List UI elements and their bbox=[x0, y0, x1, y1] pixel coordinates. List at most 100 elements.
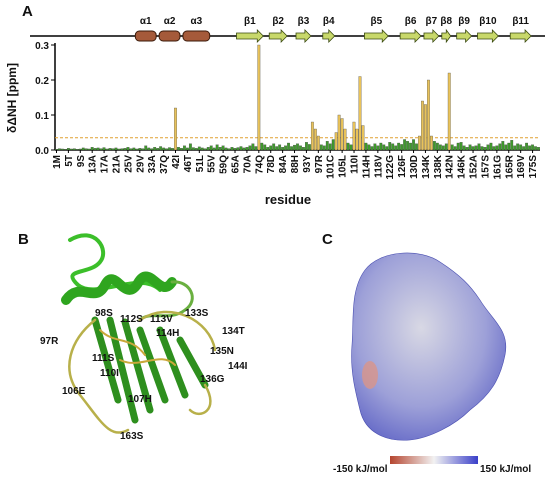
bar bbox=[519, 144, 523, 151]
x-tick-label: 84A bbox=[278, 155, 289, 173]
bar bbox=[251, 143, 255, 151]
bar bbox=[132, 147, 136, 151]
bar bbox=[474, 145, 478, 151]
bar bbox=[248, 145, 252, 151]
bar bbox=[459, 142, 463, 151]
bar bbox=[266, 147, 270, 151]
bar bbox=[534, 146, 537, 151]
bar bbox=[263, 144, 267, 151]
strand bbox=[423, 29, 440, 43]
x-tick-label: 130D bbox=[409, 155, 420, 179]
bar bbox=[367, 144, 371, 151]
structure-label: β6 bbox=[405, 16, 417, 27]
bar bbox=[308, 144, 311, 151]
bar bbox=[504, 144, 508, 151]
bar bbox=[358, 76, 362, 151]
bar bbox=[510, 140, 514, 151]
bar bbox=[471, 146, 475, 151]
surface-patch bbox=[362, 361, 378, 389]
x-tick-label: 78D bbox=[266, 155, 277, 173]
bar bbox=[328, 143, 332, 151]
bar bbox=[412, 139, 415, 151]
bar bbox=[537, 147, 540, 151]
bar bbox=[254, 146, 258, 151]
panel-letter: A bbox=[22, 3, 33, 20]
bar bbox=[385, 146, 389, 151]
bar bbox=[447, 72, 451, 151]
bar bbox=[355, 128, 359, 151]
x-tick-label: 118V bbox=[373, 155, 384, 178]
bar bbox=[325, 141, 329, 151]
structure-label: β4 bbox=[323, 16, 335, 27]
structure-label: α3 bbox=[190, 16, 202, 27]
bar bbox=[99, 148, 103, 151]
bar bbox=[275, 146, 279, 151]
bar bbox=[197, 146, 201, 151]
bar bbox=[105, 148, 109, 151]
bar bbox=[287, 142, 290, 151]
x-tick-label: 88H bbox=[290, 155, 301, 173]
bar bbox=[245, 147, 249, 151]
bar bbox=[55, 149, 58, 151]
residue-label: 110I bbox=[100, 368, 119, 379]
bar bbox=[123, 148, 127, 151]
bar bbox=[507, 142, 511, 151]
bar bbox=[531, 144, 534, 151]
residue-label: 135N bbox=[210, 346, 234, 357]
bar bbox=[302, 147, 305, 151]
x-tick-label: 142N bbox=[445, 155, 456, 179]
bar bbox=[331, 139, 335, 151]
x-tick-label: 105L bbox=[338, 155, 349, 178]
bar bbox=[162, 147, 166, 151]
bar bbox=[72, 148, 76, 151]
x-tick-label: 46T bbox=[183, 155, 194, 172]
strand bbox=[441, 28, 452, 44]
structure-label: β10 bbox=[479, 16, 497, 27]
residue-label: 98S bbox=[95, 308, 113, 319]
bar bbox=[438, 144, 442, 151]
bar bbox=[435, 142, 439, 151]
bar bbox=[418, 135, 421, 151]
bar bbox=[221, 145, 225, 151]
x-tick-label: 134K bbox=[421, 154, 432, 179]
bar bbox=[290, 146, 293, 151]
bar bbox=[180, 148, 183, 151]
bar bbox=[284, 145, 287, 151]
bar bbox=[239, 146, 243, 151]
bar bbox=[525, 142, 529, 151]
x-tick-label: 17A bbox=[100, 155, 111, 173]
x-tick-label: 161G bbox=[492, 155, 503, 180]
bar bbox=[343, 128, 347, 151]
bar bbox=[93, 148, 97, 151]
bar bbox=[87, 148, 91, 151]
y-tick-label: 0.1 bbox=[35, 111, 49, 122]
bar bbox=[415, 143, 418, 151]
residue-label: 163S bbox=[120, 431, 144, 442]
structure-label: β11 bbox=[512, 16, 529, 27]
bar bbox=[293, 144, 296, 151]
x-tick-label: 25V bbox=[123, 155, 134, 173]
x-tick-label: 70A bbox=[242, 155, 253, 173]
bar bbox=[465, 147, 469, 151]
bar bbox=[424, 104, 427, 151]
x-tick-label: 21A bbox=[111, 155, 122, 173]
bar bbox=[224, 147, 228, 151]
x-tick-label: 33A bbox=[147, 155, 158, 173]
bar bbox=[81, 147, 85, 151]
bar bbox=[346, 142, 350, 151]
bar bbox=[191, 147, 195, 151]
bar bbox=[171, 148, 174, 151]
bar bbox=[269, 145, 273, 151]
bar bbox=[373, 143, 377, 151]
x-tick-label: 169V bbox=[516, 155, 527, 179]
bar bbox=[126, 147, 130, 151]
bar bbox=[516, 143, 520, 151]
bar bbox=[242, 147, 246, 151]
structure-label: α2 bbox=[164, 16, 176, 27]
bar bbox=[230, 147, 234, 151]
bar bbox=[337, 114, 341, 151]
bar bbox=[391, 143, 395, 151]
bar bbox=[272, 143, 276, 151]
bar bbox=[319, 144, 323, 151]
residue-label: 136G bbox=[200, 374, 225, 385]
